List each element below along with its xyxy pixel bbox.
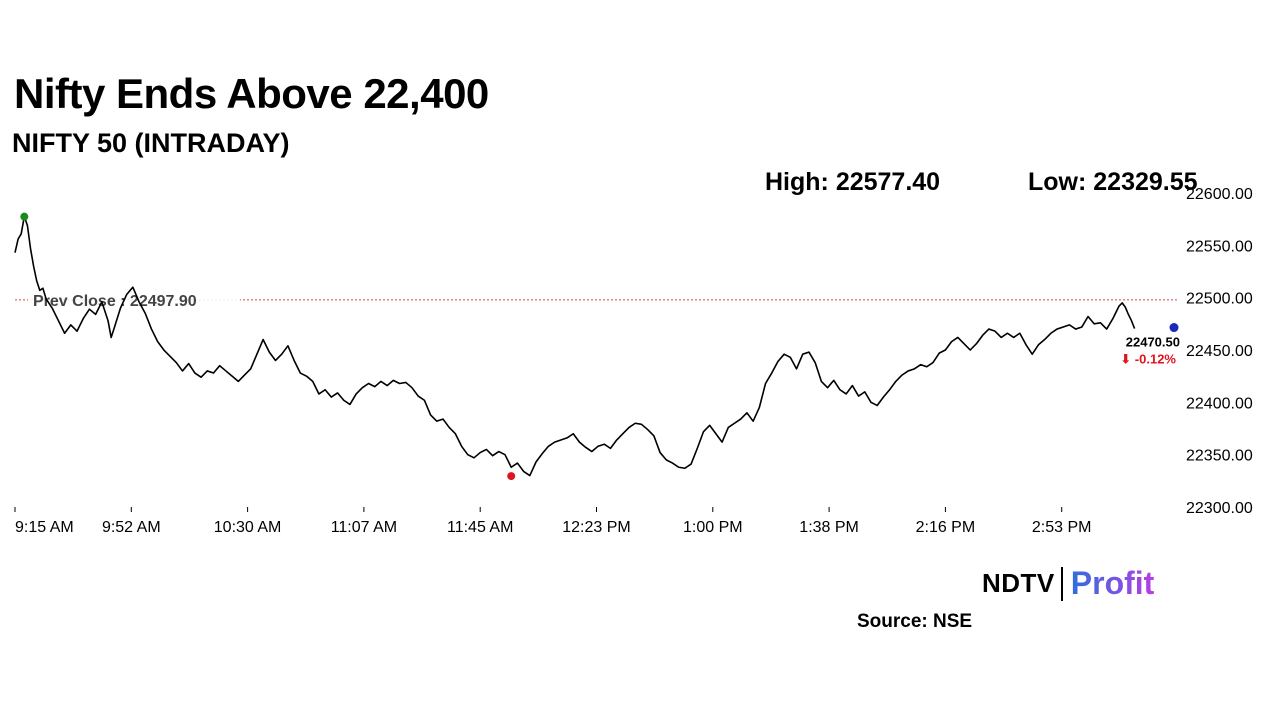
prev-close-label-bg xyxy=(28,289,240,310)
x-tick-label: 9:15 AM xyxy=(15,519,74,536)
y-tick-label: 22400.00 xyxy=(1186,395,1253,412)
low-stat: Low: 22329.55 xyxy=(1028,168,1198,196)
price-series-layer xyxy=(14,215,1136,477)
day-high-marker xyxy=(20,212,29,221)
prev-close-label: Prev Close : 22497.90 xyxy=(33,293,197,310)
y-tick-label: 22500.00 xyxy=(1186,291,1253,308)
series-line-0 xyxy=(14,215,1136,477)
y-tick-label: 22600.00 xyxy=(1186,186,1253,203)
change-label: ⬇ -0.12% xyxy=(1120,352,1176,367)
last-price-marker xyxy=(1169,323,1179,333)
y-tick-label: 22350.00 xyxy=(1186,448,1253,465)
day-low-marker xyxy=(507,472,516,481)
prev-close-layer: Prev Close : 22497.90 xyxy=(15,289,1178,310)
intraday-line-chart: Prev Close : 22497.90 22300.0022350.0022… xyxy=(14,186,1253,536)
marker-layer: 22470.50 ⬇ -0.12% xyxy=(20,212,1180,481)
x-tick-label: 2:16 PM xyxy=(916,519,976,536)
change-percent: -0.12% xyxy=(1135,352,1177,367)
logo-divider xyxy=(1060,566,1063,601)
logo-ndtv-text: NDTV xyxy=(982,568,1055,598)
x-tick-label: 9:52 AM xyxy=(102,519,161,536)
chart-subtitle: NIFTY 50 (INTRADAY) xyxy=(12,128,290,158)
x-tick-label: 11:07 AM xyxy=(331,519,397,536)
x-tick-label: 2:53 PM xyxy=(1032,519,1092,536)
y-axis-ticks: 22300.00 22350.00 22400.00 22450.00 22500.00… xyxy=(1186,186,1253,517)
x-tick-label: 1:38 PM xyxy=(799,519,859,536)
x-tick-label: 12:23 PM xyxy=(562,519,630,536)
down-arrow-icon: ⬇ xyxy=(1120,352,1131,367)
last-price-label: 22470.50 xyxy=(1126,335,1180,350)
high-stat: High: 22577.40 xyxy=(765,168,941,196)
chart-title: Nifty Ends Above 22,400 xyxy=(14,70,489,117)
source-note: Source: NSE xyxy=(857,611,973,632)
y-tick-label: 22550.00 xyxy=(1186,238,1253,255)
x-tick-label: 1:00 PM xyxy=(683,519,743,536)
x-axis-ticks: 9:15 AM 9:52 AM 10:30 AM 11:07 AM 11:45 AM 12… xyxy=(14,507,1092,536)
x-tick-label: 10:30 AM xyxy=(214,519,282,536)
x-tick-label: 11:45 AM xyxy=(447,519,513,536)
ndtv-profit-logo: NDTV Profit xyxy=(982,565,1154,602)
y-tick-label: 22300.00 xyxy=(1186,500,1253,517)
y-tick-label: 22450.00 xyxy=(1186,343,1253,360)
logo-profit-text: Profit xyxy=(1070,565,1155,601)
